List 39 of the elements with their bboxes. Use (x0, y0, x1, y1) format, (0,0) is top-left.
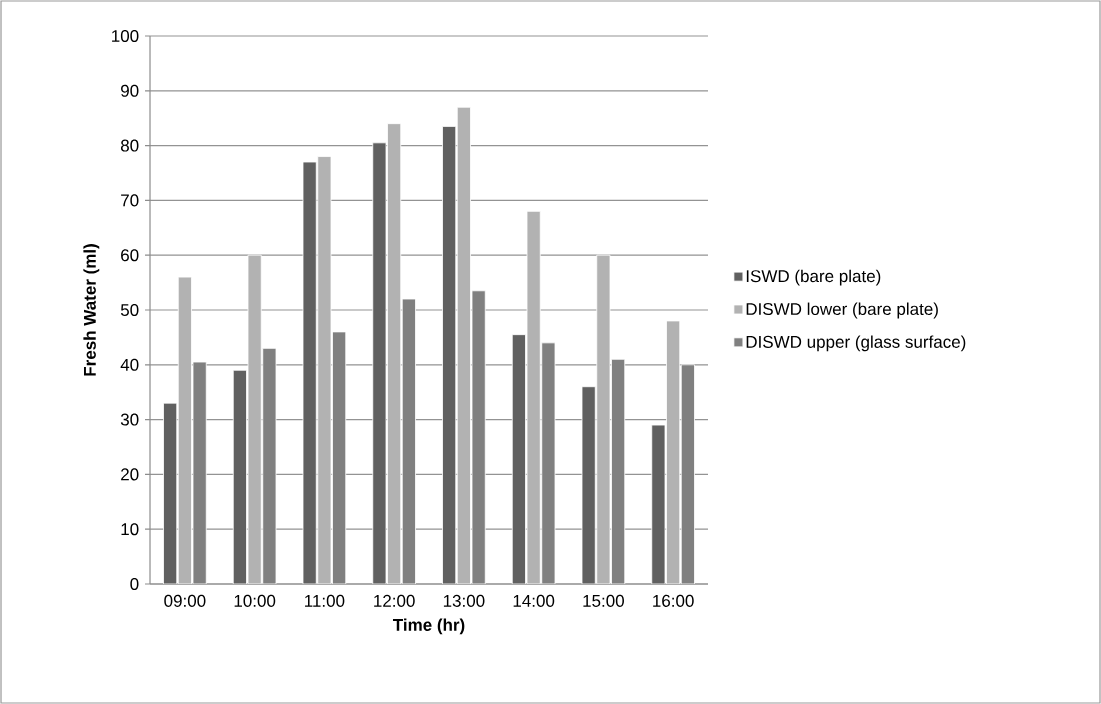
legend-label: DISWD lower (bare plate) (746, 302, 938, 319)
legend-label: ISWD (bare plate) (746, 269, 881, 286)
x-tick-label: 10:00 (234, 594, 276, 607)
y-tick-label: 40 (120, 358, 139, 371)
bar (317, 156, 332, 584)
bar (666, 320, 681, 584)
bar (302, 161, 317, 584)
y-tick-label: 70 (121, 194, 139, 207)
y-tick-label: 20 (121, 468, 139, 481)
x-axis-title: Time (hr) (392, 618, 465, 635)
y-tick-label: 10 (121, 523, 139, 536)
x-tick-label: 09:00 (164, 594, 206, 607)
bar (372, 142, 387, 584)
x-tick-label: 12:00 (374, 594, 415, 607)
y-tick-label: 50 (120, 303, 139, 317)
x-tick-label: 15:00 (583, 594, 624, 607)
y-tick-label: 80 (120, 139, 139, 152)
y-tick-label: 100 (112, 29, 139, 43)
bar (177, 276, 192, 584)
bar (247, 254, 262, 584)
legend-label: DISWD upper (glass surface) (746, 335, 966, 352)
bar (511, 334, 526, 584)
bar (456, 106, 471, 584)
x-tick-label: 16:00 (653, 594, 694, 607)
x-tick-label: 11:00 (305, 594, 345, 607)
bar (442, 126, 457, 584)
bar (581, 386, 596, 584)
bar (232, 369, 247, 584)
bar (526, 210, 541, 584)
bar (163, 402, 178, 584)
x-tick-label: 14:00 (513, 594, 555, 607)
y-tick-label: 60 (121, 249, 139, 262)
bar (596, 254, 611, 584)
bar (387, 123, 402, 584)
y-tick-label: 90 (121, 84, 139, 97)
y-tick-label: 0 (130, 577, 139, 591)
y-tick-label: 30 (120, 413, 139, 426)
x-tick-label: 13:00 (443, 594, 485, 607)
y-axis-title: Fresh Water (ml) (83, 244, 100, 376)
